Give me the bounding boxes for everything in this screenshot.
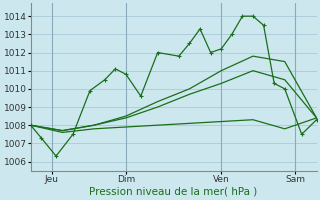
X-axis label: Pression niveau de la mer( hPa ): Pression niveau de la mer( hPa ): [90, 187, 258, 197]
